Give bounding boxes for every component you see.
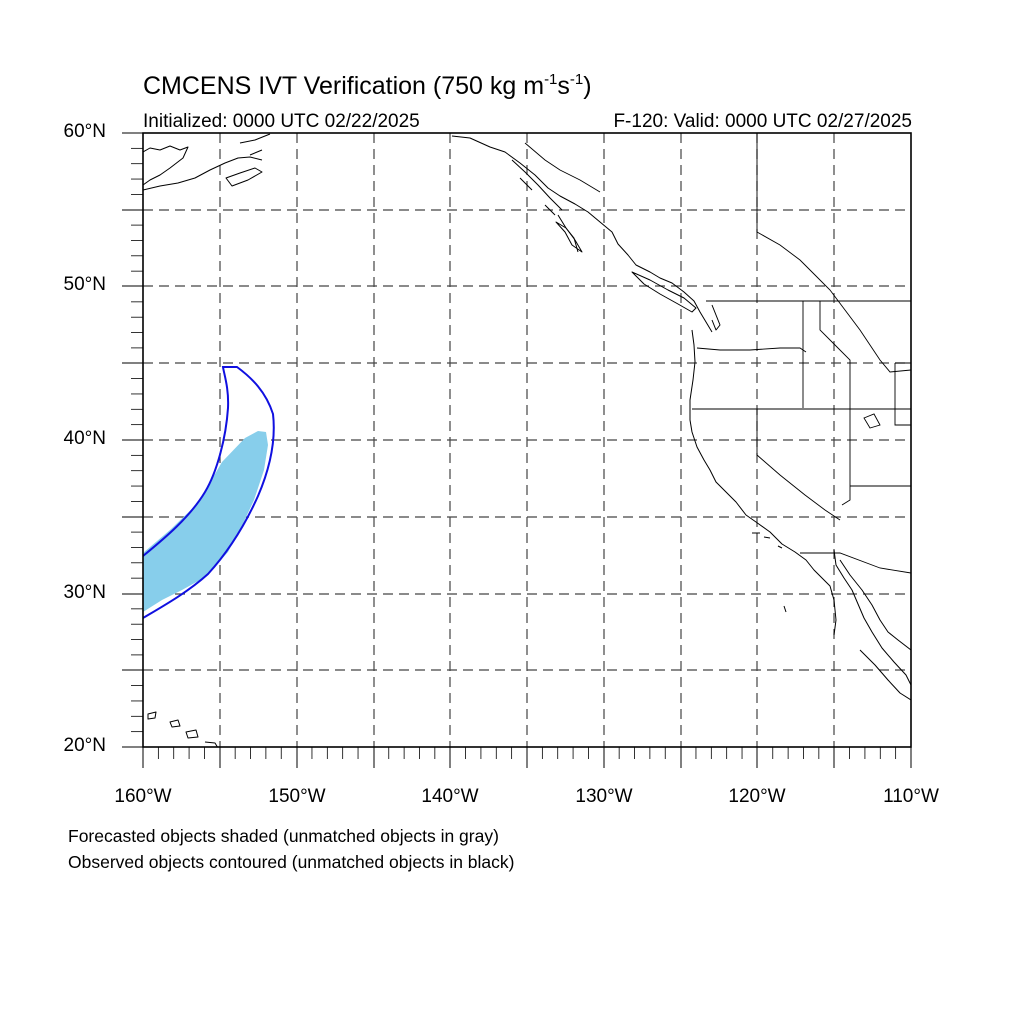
- gridlines: [143, 133, 911, 747]
- lon-label-140w: 140°W: [421, 786, 479, 807]
- initialized-time-label: Initialized: 0000 UTC 02/22/2025: [143, 111, 420, 132]
- puget-sound: [711, 304, 721, 331]
- baja-california: [833, 549, 911, 686]
- haida-gwaii: [555, 221, 583, 253]
- channel-islands: [752, 532, 783, 549]
- hawaii-niihau-kauai: [147, 711, 157, 720]
- lon-label-160w: 160°W: [114, 786, 172, 807]
- lon-label-150w: 150°W: [268, 786, 326, 807]
- forecast-note: Forecasted objects shaded (unmatched obj…: [68, 826, 499, 846]
- lat-label-30n: 30°N: [63, 582, 106, 603]
- minor-ticks: [131, 147, 897, 759]
- map-title: CMCENS IVT Verification (750 kg m-1s-1): [143, 71, 592, 100]
- hawaii-oahu: [169, 719, 181, 728]
- us-mexico-border: [800, 552, 911, 574]
- idaho-border: [802, 301, 851, 409]
- political-borders: [524, 133, 911, 574]
- kodiak-island: [225, 167, 263, 187]
- alaska-canada-border: [524, 142, 601, 193]
- california-nevada: [756, 409, 841, 521]
- lat-label-50n: 50°N: [63, 274, 106, 295]
- axis-ticks: [122, 132, 912, 768]
- gulf-of-california-mainland: [839, 559, 911, 651]
- canada-provinces: [756, 133, 911, 373]
- hawaii-maui: [185, 729, 199, 739]
- washington-oregon: [696, 347, 807, 353]
- southeast-alaska-islands: [511, 159, 579, 253]
- guadalupe-island: [783, 605, 787, 613]
- alaska-peninsula: [143, 156, 263, 191]
- lon-label-110w: 110°W: [883, 786, 939, 807]
- lat-label-40n: 40°N: [63, 428, 106, 449]
- coastlines: [143, 133, 911, 747]
- alaska-coast: [143, 145, 189, 186]
- lon-label-130w: 130°W: [575, 786, 633, 807]
- valid-time-label: F-120: Valid: 0000 UTC 02/27/2025: [613, 111, 912, 132]
- observed-note: Observed objects contoured (unmatched ob…: [68, 852, 515, 872]
- great-salt-lake: [863, 413, 881, 429]
- vancouver-island: [631, 271, 697, 313]
- lon-label-120w: 120°W: [728, 786, 786, 807]
- montana-wyoming: [894, 362, 911, 426]
- cook-inlet: [239, 133, 271, 156]
- nevada-arizona: [841, 409, 851, 506]
- observed-ivt-contour: [143, 366, 275, 619]
- forecast-ivt-object: [143, 431, 268, 612]
- us-west-coast: [689, 329, 837, 636]
- mexico-coast: [859, 649, 911, 701]
- lat-label-60n: 60°N: [63, 121, 106, 142]
- lat-label-20n: 20°N: [63, 735, 106, 756]
- gulf-of-alaska-coast: [451, 135, 713, 333]
